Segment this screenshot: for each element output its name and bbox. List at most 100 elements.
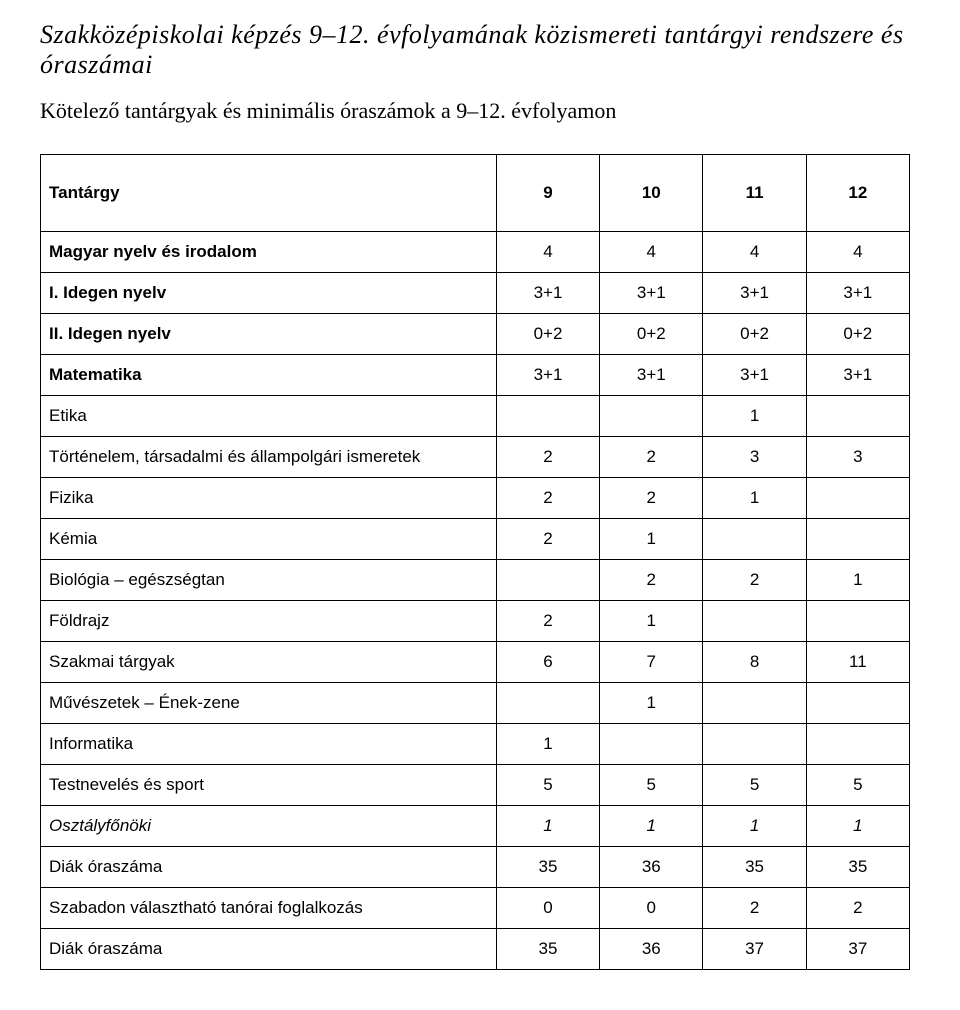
table-row: Történelem, társadalmi és állampolgári i… [41,437,910,478]
subject-label: Magyar nyelv és irodalom [41,232,497,273]
cell: 3+1 [806,273,909,314]
cell: 1 [600,601,703,642]
cell: 1 [496,724,599,765]
cell: 5 [806,765,909,806]
cell: 8 [703,642,806,683]
header-grade-12: 12 [806,155,909,232]
cell: 35 [496,847,599,888]
cell [806,601,909,642]
subject-label: Informatika [41,724,497,765]
cell: 2 [703,560,806,601]
subject-label: Szabadon választható tanórai foglalkozás [41,888,497,929]
header-grade-10: 10 [600,155,703,232]
table-row: Etika 1 [41,396,910,437]
table-row: Testnevelés és sport5555 [41,765,910,806]
cell: 4 [703,232,806,273]
cell: 2 [496,519,599,560]
cell [496,396,599,437]
cell: 1 [703,806,806,847]
cell: 0 [496,888,599,929]
cell: 37 [703,929,806,970]
cell: 0 [600,888,703,929]
cell: 3+1 [703,355,806,396]
subject-label: Diák óraszáma [41,847,497,888]
subject-label: Fizika [41,478,497,519]
table-row: Fizika221 [41,478,910,519]
cell: 0+2 [806,314,909,355]
cell: 3 [703,437,806,478]
subject-label: Történelem, társadalmi és állampolgári i… [41,437,497,478]
cell: 35 [703,847,806,888]
subject-label: Művészetek – Ének-zene [41,683,497,724]
subject-label: Diák óraszáma [41,929,497,970]
cell: 3+1 [600,273,703,314]
table-row: II. Idegen nyelv0+20+20+20+2 [41,314,910,355]
cell [806,683,909,724]
table-row: Művészetek – Ének-zene1 [41,683,910,724]
table-row: Szakmai tárgyak67811 [41,642,910,683]
cell [496,560,599,601]
table-row: Biológia – egészségtan221 [41,560,910,601]
cell [703,601,806,642]
table-row: Magyar nyelv és irodalom4444 [41,232,910,273]
cell: 7 [600,642,703,683]
table-row: Földrajz21 [41,601,910,642]
subject-label: Szakmai tárgyak [41,642,497,683]
cell: 2 [496,478,599,519]
cell: 2 [496,437,599,478]
cell: 3+1 [806,355,909,396]
subject-label: Etika [41,396,497,437]
table-row: I. Idegen nyelv3+13+13+13+1 [41,273,910,314]
cell: 3+1 [703,273,806,314]
cell: 4 [600,232,703,273]
table-body: Magyar nyelv és irodalom4444I. Idegen ny… [41,232,910,970]
cell: 1 [703,396,806,437]
subject-label: I. Idegen nyelv [41,273,497,314]
cell: 5 [703,765,806,806]
cell [703,519,806,560]
subject-label: Matematika [41,355,497,396]
table-row: Informatika1 [41,724,910,765]
cell [600,724,703,765]
table-row: Kémia21 [41,519,910,560]
cell: 2 [806,888,909,929]
cell: 36 [600,847,703,888]
cell: 2 [703,888,806,929]
header-grade-9: 9 [496,155,599,232]
page-subtitle: Kötelező tantárgyak és minimális óraszám… [40,98,920,124]
table-row: Diák óraszáma35363535 [41,847,910,888]
cell: 11 [806,642,909,683]
table-row: Diák óraszáma35363737 [41,929,910,970]
cell: 2 [600,560,703,601]
cell: 1 [600,519,703,560]
cell: 3+1 [496,273,599,314]
table-header-row: Tantárgy 9 10 11 12 [41,155,910,232]
cell: 4 [496,232,599,273]
page-title: Szakközépiskolai képzés 9–12. évfolyamán… [40,20,920,80]
cell: 5 [600,765,703,806]
cell [496,683,599,724]
cell: 0+2 [600,314,703,355]
cell: 1 [806,560,909,601]
cell: 36 [600,929,703,970]
cell [806,519,909,560]
cell: 35 [496,929,599,970]
subject-label: Földrajz [41,601,497,642]
cell [600,396,703,437]
subject-label: Kémia [41,519,497,560]
cell: 1 [703,478,806,519]
cell: 0+2 [703,314,806,355]
cell: 2 [496,601,599,642]
cell: 3 [806,437,909,478]
cell [806,724,909,765]
cell: 0+2 [496,314,599,355]
cell: 35 [806,847,909,888]
header-subject: Tantárgy [41,155,497,232]
cell: 6 [496,642,599,683]
subject-label: Testnevelés és sport [41,765,497,806]
page: Szakközépiskolai képzés 9–12. évfolyamán… [0,0,960,1010]
cell [806,396,909,437]
cell [806,478,909,519]
cell: 2 [600,478,703,519]
cell: 3+1 [600,355,703,396]
